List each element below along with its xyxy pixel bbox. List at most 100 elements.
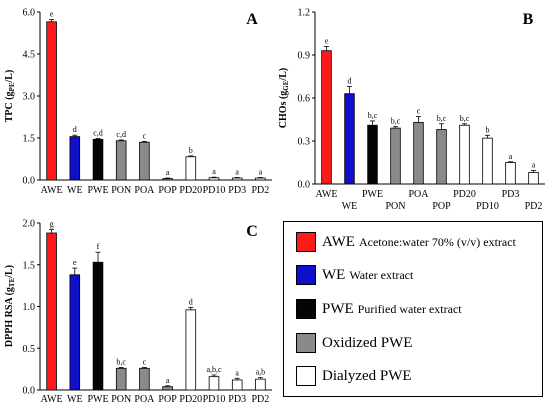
significance-letter: c xyxy=(143,357,147,366)
x-tick-label: PD10 xyxy=(203,394,226,405)
legend-desc-pwe: Purified water extract xyxy=(357,301,462,316)
panel-label: B xyxy=(523,11,534,28)
significance-letter: a,b,c xyxy=(206,365,222,374)
x-tick-label: AWE xyxy=(41,185,63,196)
significance-letter: b xyxy=(486,125,490,134)
significance-letter: g xyxy=(50,220,54,229)
x-tick-label: PON xyxy=(111,185,131,196)
legend-short-we: WE xyxy=(322,266,346,283)
x-tick-label: POA xyxy=(408,189,429,200)
y-tick-label: 0.0 xyxy=(23,386,36,397)
significance-letter: a xyxy=(259,167,263,176)
bar-awe xyxy=(46,232,57,391)
significance-letter: b xyxy=(189,146,193,155)
y-tick-label: 1.5 xyxy=(23,260,36,271)
significance-letter: e xyxy=(325,36,329,45)
y-axis-label-main: TPC (g xyxy=(4,91,15,122)
y-tick-label: 0.0 xyxy=(298,180,311,191)
bar-pd20 xyxy=(459,124,470,185)
legend-short-pwe: PWE xyxy=(322,300,354,317)
significance-letter: d xyxy=(189,297,193,306)
y-tick-label: 1.2 xyxy=(298,8,311,19)
x-tick-label: PD2 xyxy=(252,394,270,405)
significance-letter: e xyxy=(73,258,77,267)
significance-letter: c,d xyxy=(93,129,103,138)
significance-letter: a xyxy=(166,376,170,385)
bar-pop xyxy=(162,386,173,391)
y-axis-label-sub: PE xyxy=(8,82,16,91)
bar-we xyxy=(69,274,81,391)
significance-letter: a,b xyxy=(256,367,266,376)
significance-letter: c,d xyxy=(116,130,126,139)
x-tick-label: PD2 xyxy=(252,185,270,196)
legend-desc-we: Water extract xyxy=(349,267,414,282)
bar-pop xyxy=(162,178,173,181)
legend-desc-awe: Acetone:water 70% (v/v) extract xyxy=(358,234,516,249)
bar-pd2 xyxy=(255,378,266,391)
legend-entry-oxidized: Oxidized PWE xyxy=(296,332,412,354)
x-tick-label: PD20 xyxy=(179,185,202,196)
bar-we xyxy=(69,136,81,181)
x-tick-label: WE xyxy=(342,201,358,212)
significance-letter: b,c xyxy=(460,114,470,123)
bar-pd2 xyxy=(528,172,539,185)
bar-pon xyxy=(115,367,127,391)
significance-letter: a xyxy=(166,168,170,177)
y-tick-label: 2.0 xyxy=(23,219,36,230)
x-tick-label: PD10 xyxy=(203,185,226,196)
legend-entry-awe: AWE Acetone:water 70% (v/v) extract xyxy=(296,231,516,253)
legend: AWE Acetone:water 70% (v/v) extract WE W… xyxy=(283,221,543,397)
y-axis-label-end: /L) xyxy=(278,68,289,82)
bar-awe xyxy=(321,50,332,185)
y-axis-label-end: /L) xyxy=(4,70,15,84)
significance-letter: f xyxy=(97,242,100,251)
significance-letter: b,c xyxy=(391,117,401,126)
legend-swatch-awe xyxy=(296,232,316,252)
significance-letter: d xyxy=(73,125,77,134)
significance-letter: b,c xyxy=(116,357,126,366)
significance-letter: a xyxy=(532,160,536,169)
bar-pd10 xyxy=(208,177,220,181)
bar-pd10 xyxy=(208,376,220,391)
y-axis-label-main: DPPH RSA (g xyxy=(4,287,15,347)
legend-entry-pwe: PWE Purified water extract xyxy=(296,298,462,320)
x-tick-label: PD10 xyxy=(476,201,499,212)
y-tick-label: 4.5 xyxy=(23,50,36,61)
legend-swatch-oxidized xyxy=(296,333,316,353)
y-axis-label-sub: TE xyxy=(8,277,16,287)
legend-entry-dialyzed: Dialyzed PWE xyxy=(296,365,412,387)
significance-letter: b,c xyxy=(437,114,447,123)
x-tick-label: PON xyxy=(385,201,405,212)
bar-pd2 xyxy=(255,177,266,181)
legend-swatch-we xyxy=(296,265,316,285)
legend-swatch-pwe xyxy=(296,299,316,319)
chart-panel-b: 0.0 0.3 0.6 0.9 1.2 CHOs (gGE/L) Be AWE d WE b,c PW… xyxy=(278,8,545,212)
y-axis-label-main: CHOs (g xyxy=(278,91,289,129)
y-tick-label: 0.6 xyxy=(298,94,311,105)
significance-letter: a xyxy=(509,152,513,161)
bar-pwe xyxy=(92,261,104,391)
x-tick-label: PWE xyxy=(362,189,383,200)
y-tick-label: 0.3 xyxy=(298,137,311,148)
bar-pwe xyxy=(367,124,378,185)
significance-letter: c xyxy=(143,131,147,140)
x-tick-label: PWE xyxy=(87,394,108,405)
chart-panel-c: 0.0 0.5 1.0 1.5 2.0 DPPH RSA (gTE/L) Cg AWE e WE f… xyxy=(4,219,272,405)
bar-pon xyxy=(390,127,401,185)
x-tick-label: POA xyxy=(134,394,155,405)
x-tick-label: WE xyxy=(67,394,83,405)
bar-poa xyxy=(139,367,150,391)
legend-short-awe: AWE xyxy=(322,233,355,250)
bar-poa xyxy=(413,121,424,185)
bar-pd3 xyxy=(231,177,243,181)
chart-panel-a: 0.0 1.5 3.0 4.5 6.0 TPC (gPE/L) Ae AWE d WE c,d PWE… xyxy=(4,8,272,196)
legend-desc-dialyzed: Dialyzed PWE xyxy=(322,367,412,384)
significance-letter: d xyxy=(348,77,352,86)
y-tick-label: 3.0 xyxy=(23,92,36,103)
x-tick-label: PD2 xyxy=(525,201,543,212)
y-axis-label: CHOs (gGE/L) xyxy=(278,68,290,128)
x-tick-label: AWE xyxy=(41,394,63,405)
y-axis-label-sub: GE xyxy=(282,80,290,90)
x-tick-label: POP xyxy=(158,394,177,405)
